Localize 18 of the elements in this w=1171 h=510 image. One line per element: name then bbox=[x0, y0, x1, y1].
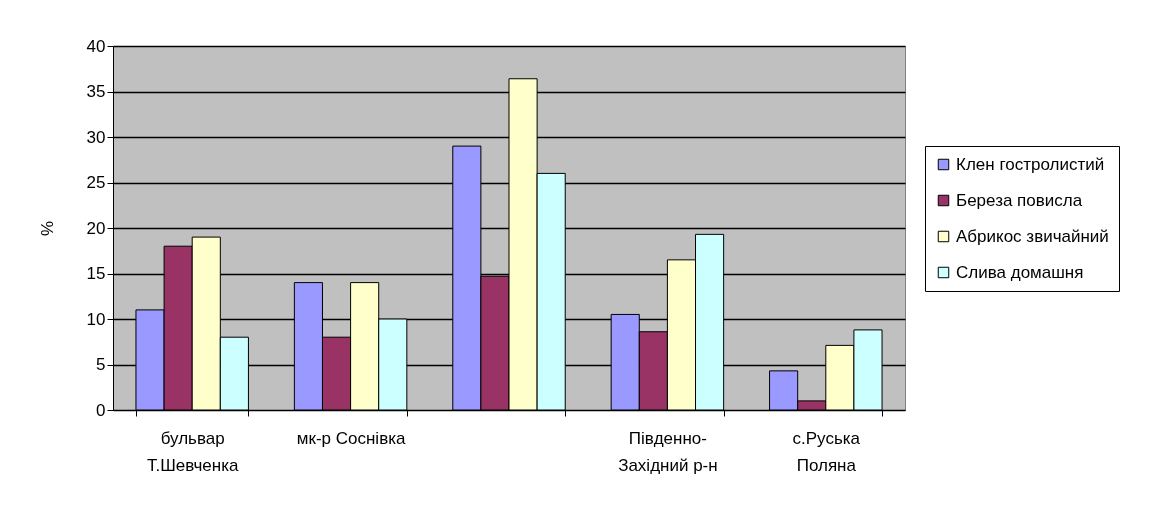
legend-label: Слива домашня bbox=[956, 262, 1084, 282]
y-tick-label: 25 bbox=[86, 173, 106, 192]
x-tick-label: бульвар Т.Шевченка bbox=[146, 428, 239, 475]
y-tick-label: 5 bbox=[96, 355, 106, 374]
y-tick-label: 30 bbox=[86, 127, 106, 147]
y-axis-title: % bbox=[37, 220, 57, 237]
x-tick-label: Південно-Західний р-н bbox=[618, 428, 718, 475]
y-tick-label: 35 bbox=[86, 82, 106, 101]
x-tick-label: с.Руська Поляна bbox=[792, 428, 861, 475]
x-tick-label: мк-р Соснівка bbox=[296, 428, 406, 448]
legend-label: Клен гостролистий bbox=[956, 154, 1105, 174]
legend-label: Береза повисла bbox=[956, 190, 1083, 210]
legend-label: Абрикос звичайний bbox=[956, 226, 1109, 246]
y-tick-label: 0 bbox=[96, 400, 106, 420]
y-tick-label: 10 bbox=[86, 309, 106, 329]
y-tick-label: 15 bbox=[86, 264, 106, 283]
y-tick-label: 20 bbox=[86, 218, 106, 238]
y-tick-label: 40 bbox=[86, 36, 106, 56]
